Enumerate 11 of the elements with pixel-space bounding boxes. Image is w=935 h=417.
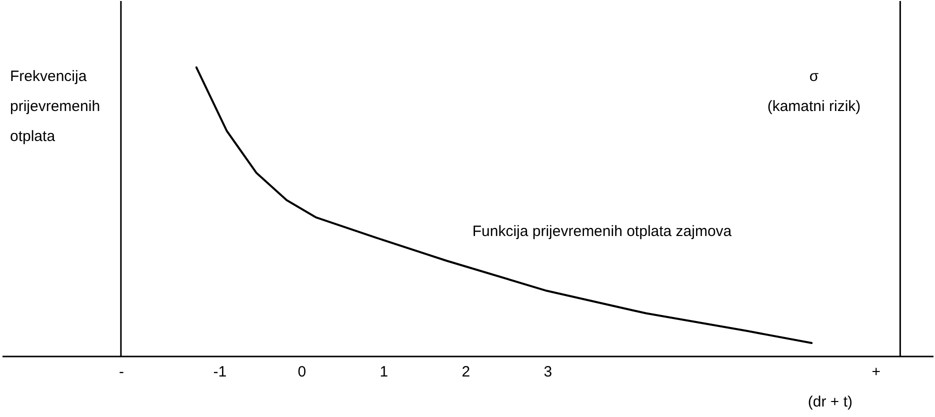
x-axis-title: (dr + t) xyxy=(808,394,852,410)
x-tick-label: -1 xyxy=(213,364,227,380)
x-tick-label: - xyxy=(118,364,124,380)
x-tick-label: 3 xyxy=(544,364,552,380)
y2-axis-title: σ (kamatni rizik) xyxy=(767,68,861,115)
x-tick-label: 2 xyxy=(462,364,470,380)
x-tick-label: 1 xyxy=(380,364,388,380)
y-axis-title: Frekvencija prijevremenih otplata xyxy=(10,68,100,145)
x-tick-label: 0 xyxy=(298,364,306,380)
annotation: Funkcija prijevremenih otplata zajmova xyxy=(472,223,732,240)
x-tick-label: + xyxy=(872,364,881,380)
